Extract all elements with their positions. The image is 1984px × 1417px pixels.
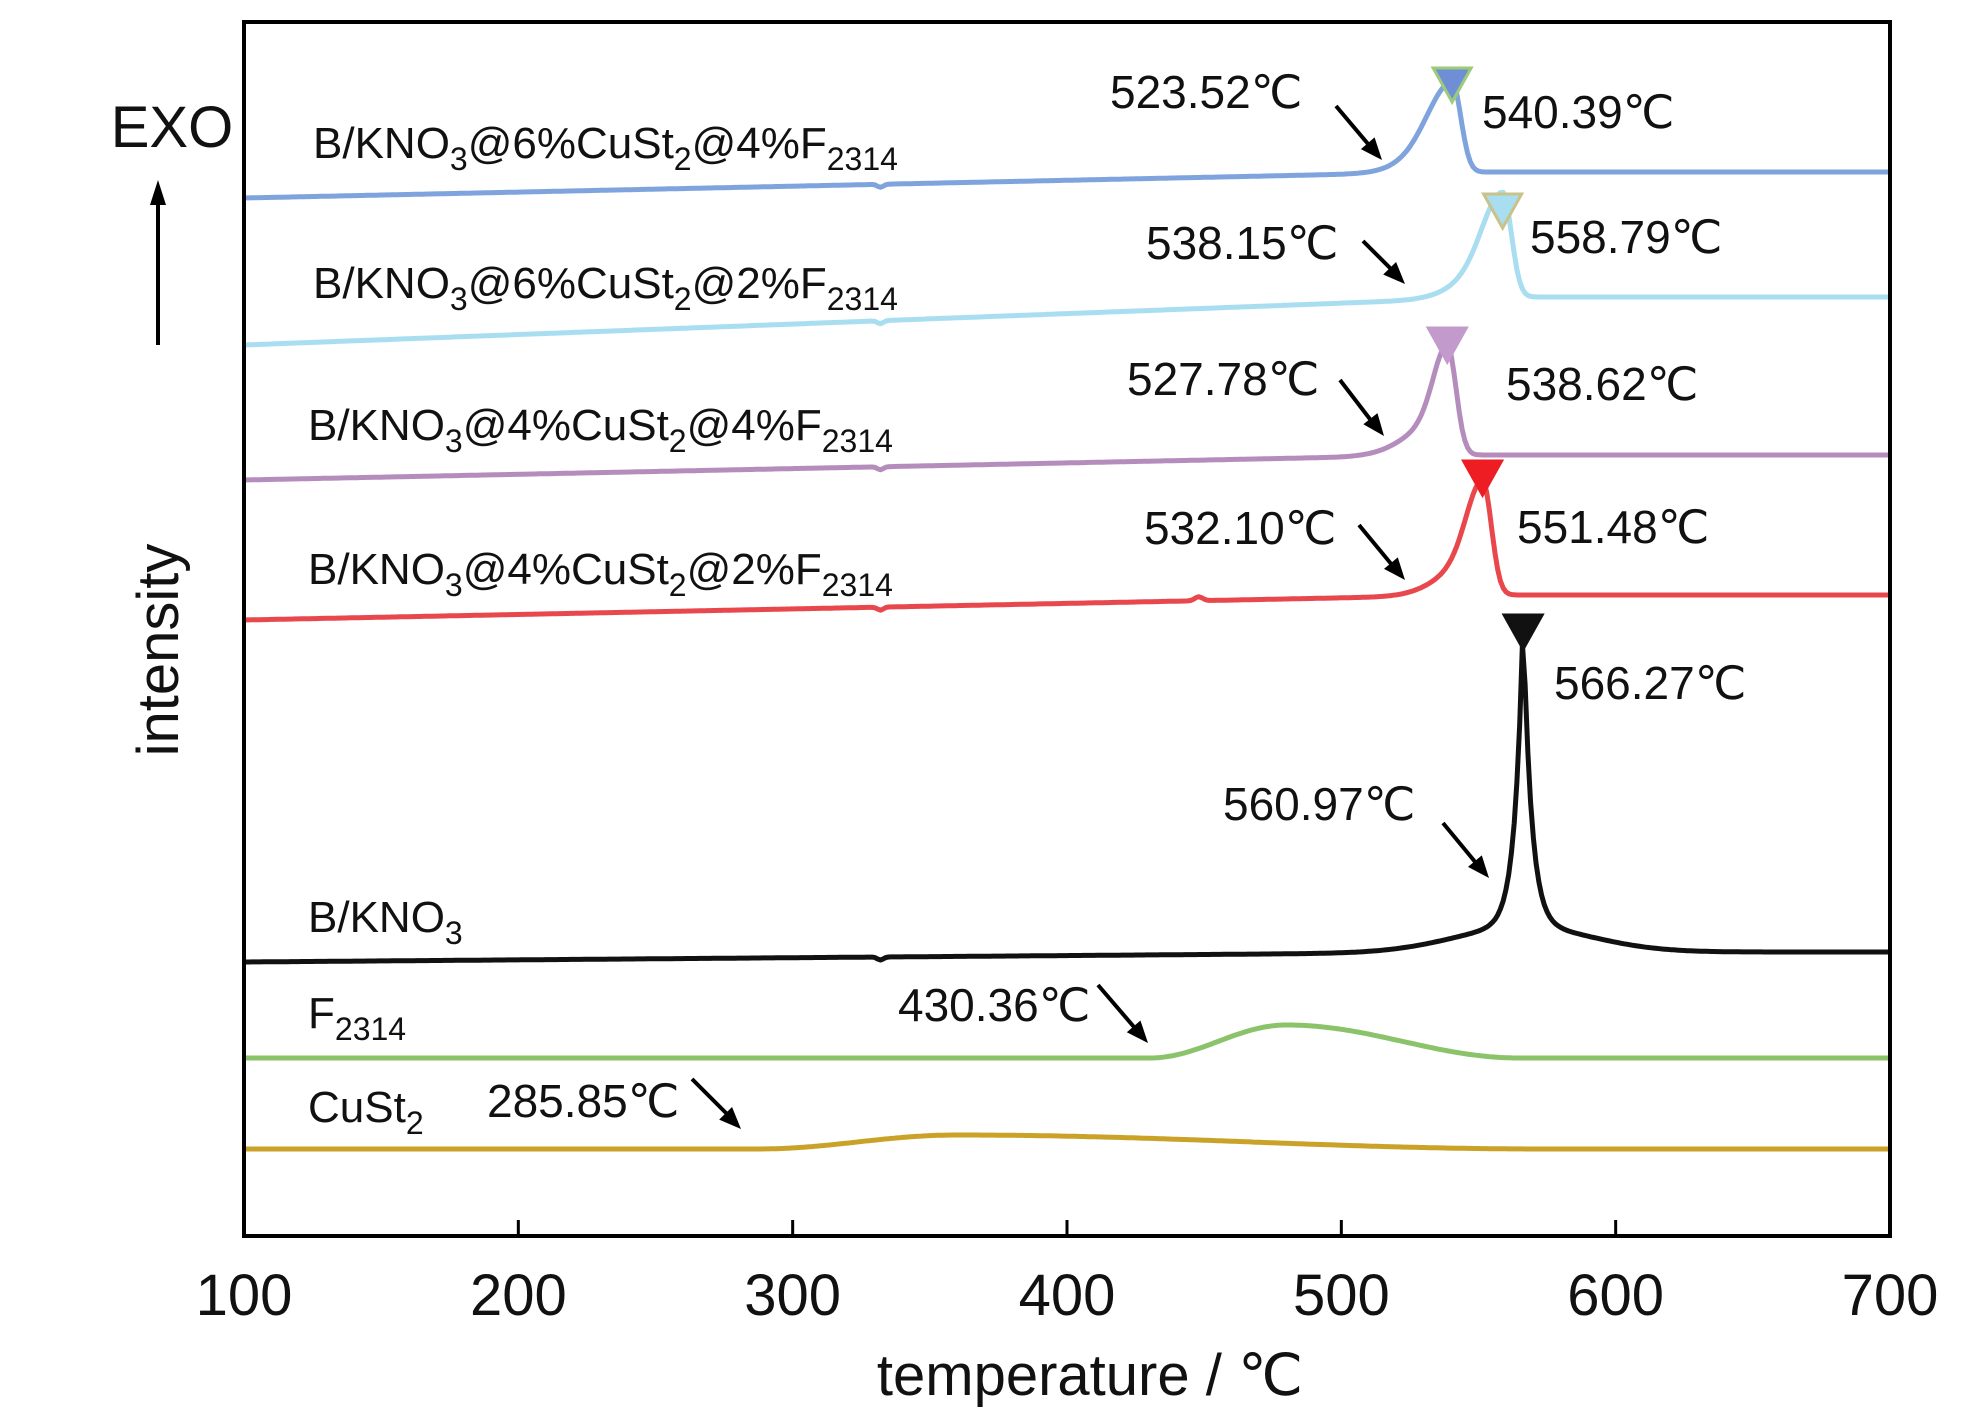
peak-marker-3 xyxy=(1461,459,1505,499)
peak-temperature-label-0: 540.39℃ xyxy=(1482,86,1674,138)
series-line-3 xyxy=(243,477,1890,623)
series-label-3: B/KNO3@4%CuSt2@2%F2314 xyxy=(308,545,893,603)
onset-temperature-label-0: 523.52℃ xyxy=(1110,66,1302,118)
series-line-6 xyxy=(244,1132,1890,1152)
onset-arrow-head-1 xyxy=(1383,261,1405,284)
y-axis-title: intensity xyxy=(126,544,191,757)
exo-label: EXO xyxy=(111,95,234,160)
onset-temperature-label-3: 532.10℃ xyxy=(1144,502,1336,554)
series-labels: B/KNO3@6%CuSt2@4%F2314 B/KNO3@6%CuSt2@2%F… xyxy=(308,119,898,1141)
series-line-4 xyxy=(244,641,1890,965)
x-axis-title: temperature / ℃ xyxy=(877,1343,1303,1408)
series-label-5: F2314 xyxy=(308,989,406,1047)
onset-temperature-label-2: 527.78℃ xyxy=(1127,353,1319,405)
x-tick-label-300: 300 xyxy=(744,1263,841,1328)
series-line-0 xyxy=(243,79,1890,201)
peak-temperature-label-3: 551.48℃ xyxy=(1517,501,1709,553)
peak-marker-1 xyxy=(1481,192,1525,232)
peak-marker-2 xyxy=(1425,326,1469,366)
onset-temperature-label-6: 285.85℃ xyxy=(487,1075,679,1127)
onset-arrow-line-5 xyxy=(1096,983,1142,1036)
onset-arrow-head-0 xyxy=(1360,137,1382,160)
onset-arrow-head-6 xyxy=(719,1106,741,1129)
peak-temperature-label-1: 558.79℃ xyxy=(1530,211,1722,263)
x-axis: 100 200 300 400 500 600 700 xyxy=(196,1220,1939,1328)
onset-arrow-head-4 xyxy=(1467,855,1489,878)
series-line-2 xyxy=(243,343,1890,483)
onset-arrow-head-5 xyxy=(1126,1020,1148,1043)
peak-temperature-label-4: 566.27℃ xyxy=(1554,657,1746,709)
peak-markers xyxy=(1425,66,1545,653)
onset-arrows xyxy=(690,104,1489,1129)
x-tick-label-500: 500 xyxy=(1293,1263,1390,1328)
series-label-2: B/KNO3@4%CuSt2@4%F2314 xyxy=(308,401,893,459)
peak-temperature-label-2: 538.62℃ xyxy=(1506,358,1698,410)
series-line-5 xyxy=(244,1022,1890,1061)
peak-marker-4 xyxy=(1501,613,1545,653)
onset-temperature-label-5: 430.36℃ xyxy=(898,979,1090,1031)
series-curves xyxy=(243,79,1890,1152)
onset-arrow-head-2 xyxy=(1363,413,1384,436)
x-tick-label-400: 400 xyxy=(1019,1263,1116,1328)
onset-arrow-head-3 xyxy=(1383,557,1405,580)
series-label-1: B/KNO3@6%CuSt2@2%F2314 xyxy=(313,259,898,317)
x-tick-label-700: 700 xyxy=(1842,1263,1939,1328)
x-tick-label-200: 200 xyxy=(470,1263,567,1328)
exo-arrow xyxy=(150,180,166,345)
x-tick-label-100: 100 xyxy=(196,1263,293,1328)
series-label-0: B/KNO3@6%CuSt2@4%F2314 xyxy=(313,119,898,177)
x-tick-label-600: 600 xyxy=(1567,1263,1664,1328)
series-label-6: CuSt2 xyxy=(308,1083,424,1141)
series-label-4: B/KNO3 xyxy=(308,893,463,951)
temperature-annotations: 540.39℃ 523.52℃ 558.79℃ 538.15℃ 538.62℃ 527.7… xyxy=(487,66,1746,1127)
peak-marker-0 xyxy=(1430,66,1474,106)
series-line-1 xyxy=(243,189,1890,348)
onset-temperature-label-4: 560.97℃ xyxy=(1223,778,1415,830)
onset-temperature-label-1: 538.15℃ xyxy=(1146,217,1338,269)
